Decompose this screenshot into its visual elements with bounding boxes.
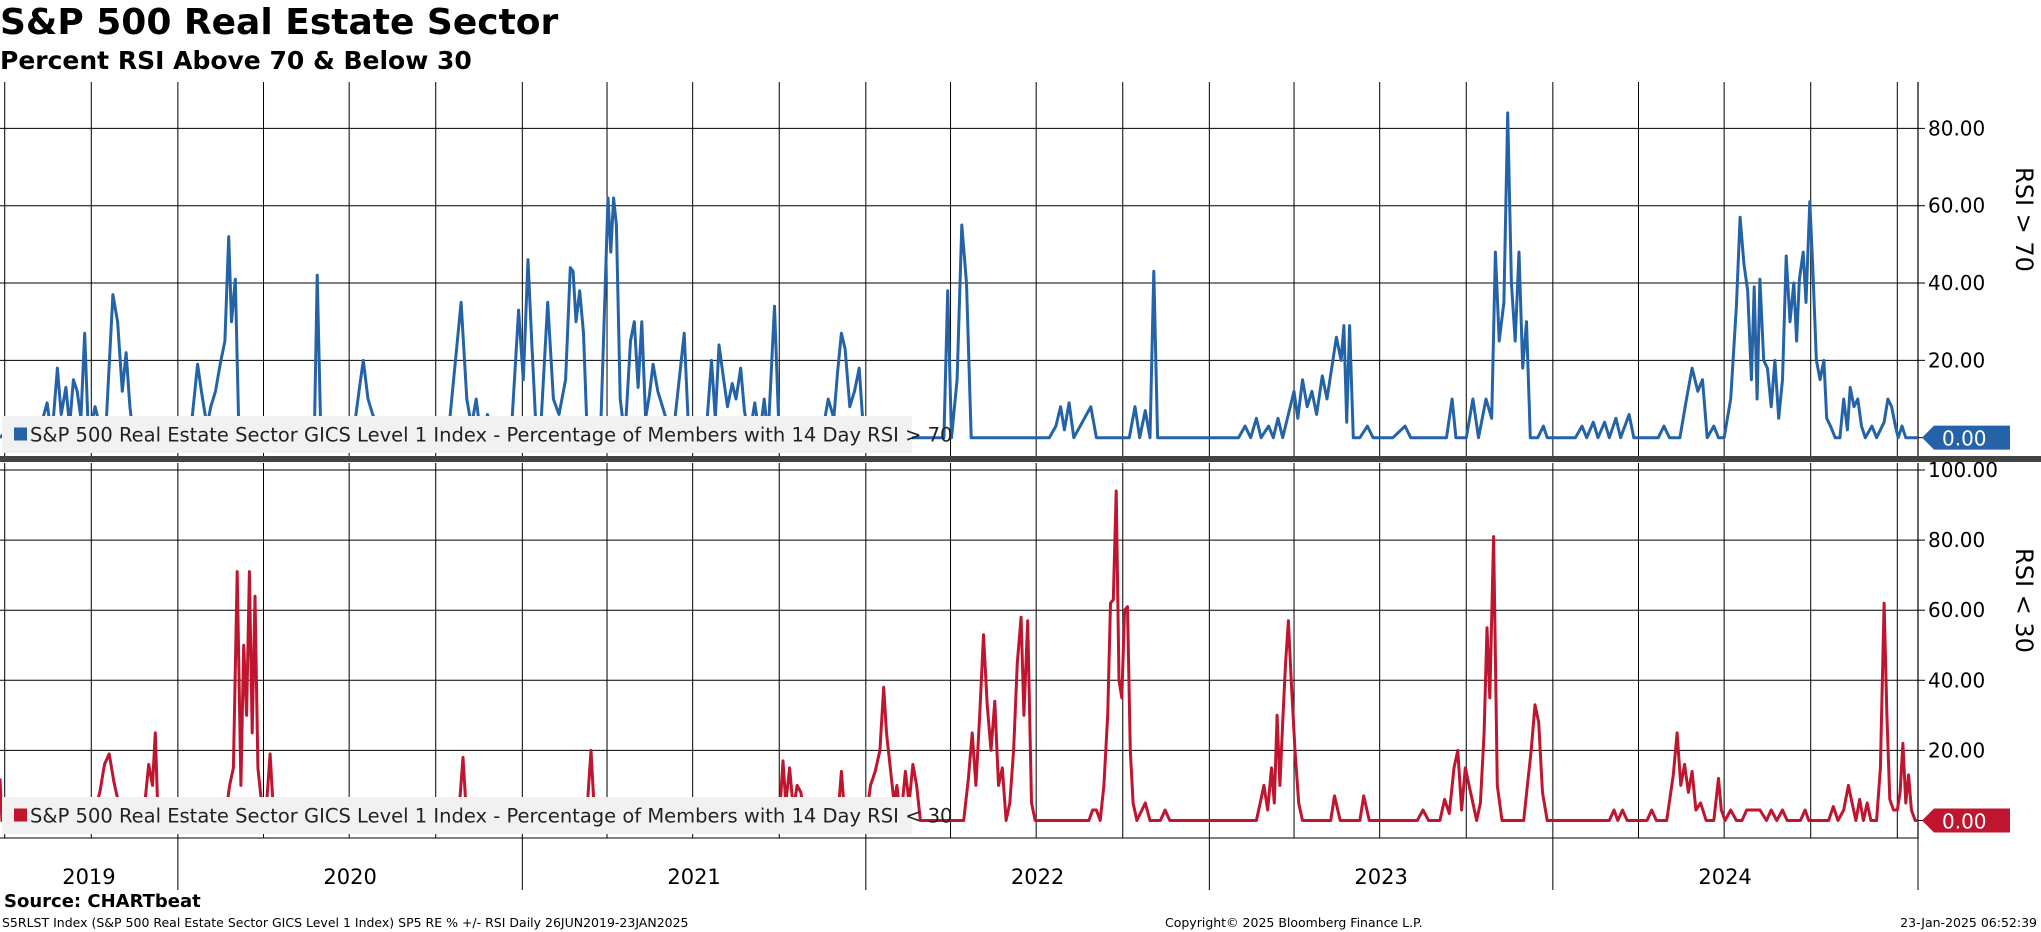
y-tick-label: 40.00 (1928, 271, 1985, 295)
last-value-label: 0.00 (1942, 427, 1987, 451)
y-tick-label: 60.00 (1928, 194, 1985, 218)
x-tick-label: 2021 (667, 865, 720, 889)
panel-rsi-above-70: 20.00 40.00 60.00 80.00 RSI > 70 0.00 S&P 500 … (0, 82, 2038, 457)
last-value-label: 0.00 (1942, 809, 1987, 833)
legend-label: S&P 500 Real Estate Sector GICS Level 1 … (30, 424, 952, 447)
x-axis: 2019 2020 2021 2022 2023 2024 (0, 837, 1919, 890)
footer-description: S5RLST Index (S&P 500 Real Estate Sector… (2, 915, 689, 930)
source-note: Source: CHARTbeat (4, 891, 201, 912)
y-axis-title: RSI > 70 (2010, 167, 2038, 272)
series-line (0, 111, 1918, 440)
last-value-tag: 0.00 (1922, 425, 2010, 451)
panel-divider (0, 456, 2041, 462)
legend-background (2, 797, 912, 834)
footer-copyright: Copyright© 2025 Bloomberg Finance L.P. (1165, 915, 1423, 930)
y-tick-label: 40.00 (1928, 668, 1985, 692)
x-tick-label: 2023 (1354, 865, 1407, 889)
series-line (0, 489, 1918, 822)
legend-label: S&P 500 Real Estate Sector GICS Level 1 … (30, 805, 952, 828)
x-tick-label: 2022 (1011, 865, 1064, 889)
y-axis-title: RSI < 30 (2010, 548, 2038, 653)
y-tick-label: 60.00 (1928, 598, 1985, 622)
last-value-tag: 0.00 (1922, 808, 2010, 833)
last-value-badge (1922, 808, 2010, 833)
y-tick-label: 20.00 (1928, 348, 1985, 372)
chart-subtitle: Percent RSI Above 70 & Below 30 (0, 46, 472, 75)
legend: S&P 500 Real Estate Sector GICS Level 1 … (2, 797, 952, 834)
y-tick-label: 80.00 (1928, 528, 1985, 552)
legend-background (2, 416, 912, 453)
y-tick-label: 100.00 (1928, 458, 1998, 482)
x-tick-label: 2019 (62, 865, 115, 889)
last-value-badge (1922, 425, 2010, 450)
legend-swatch (14, 808, 27, 822)
y-tick-label: 20.00 (1928, 738, 1985, 762)
y-tick-label: 80.00 (1928, 116, 1985, 140)
legend-swatch (14, 427, 27, 441)
chart-title: S&P 500 Real Estate Sector (0, 2, 559, 43)
legend: S&P 500 Real Estate Sector GICS Level 1 … (2, 416, 952, 453)
panel-rsi-below-30: 20.00 40.00 60.00 80.00 100.00 RSI < 30 0.00 S&… (0, 458, 2038, 838)
x-tick-label: 2024 (1698, 865, 1751, 889)
footer-timestamp: 23-Jan-2025 06:52:39 (1900, 915, 2037, 930)
x-tick-label: 2020 (323, 865, 376, 889)
